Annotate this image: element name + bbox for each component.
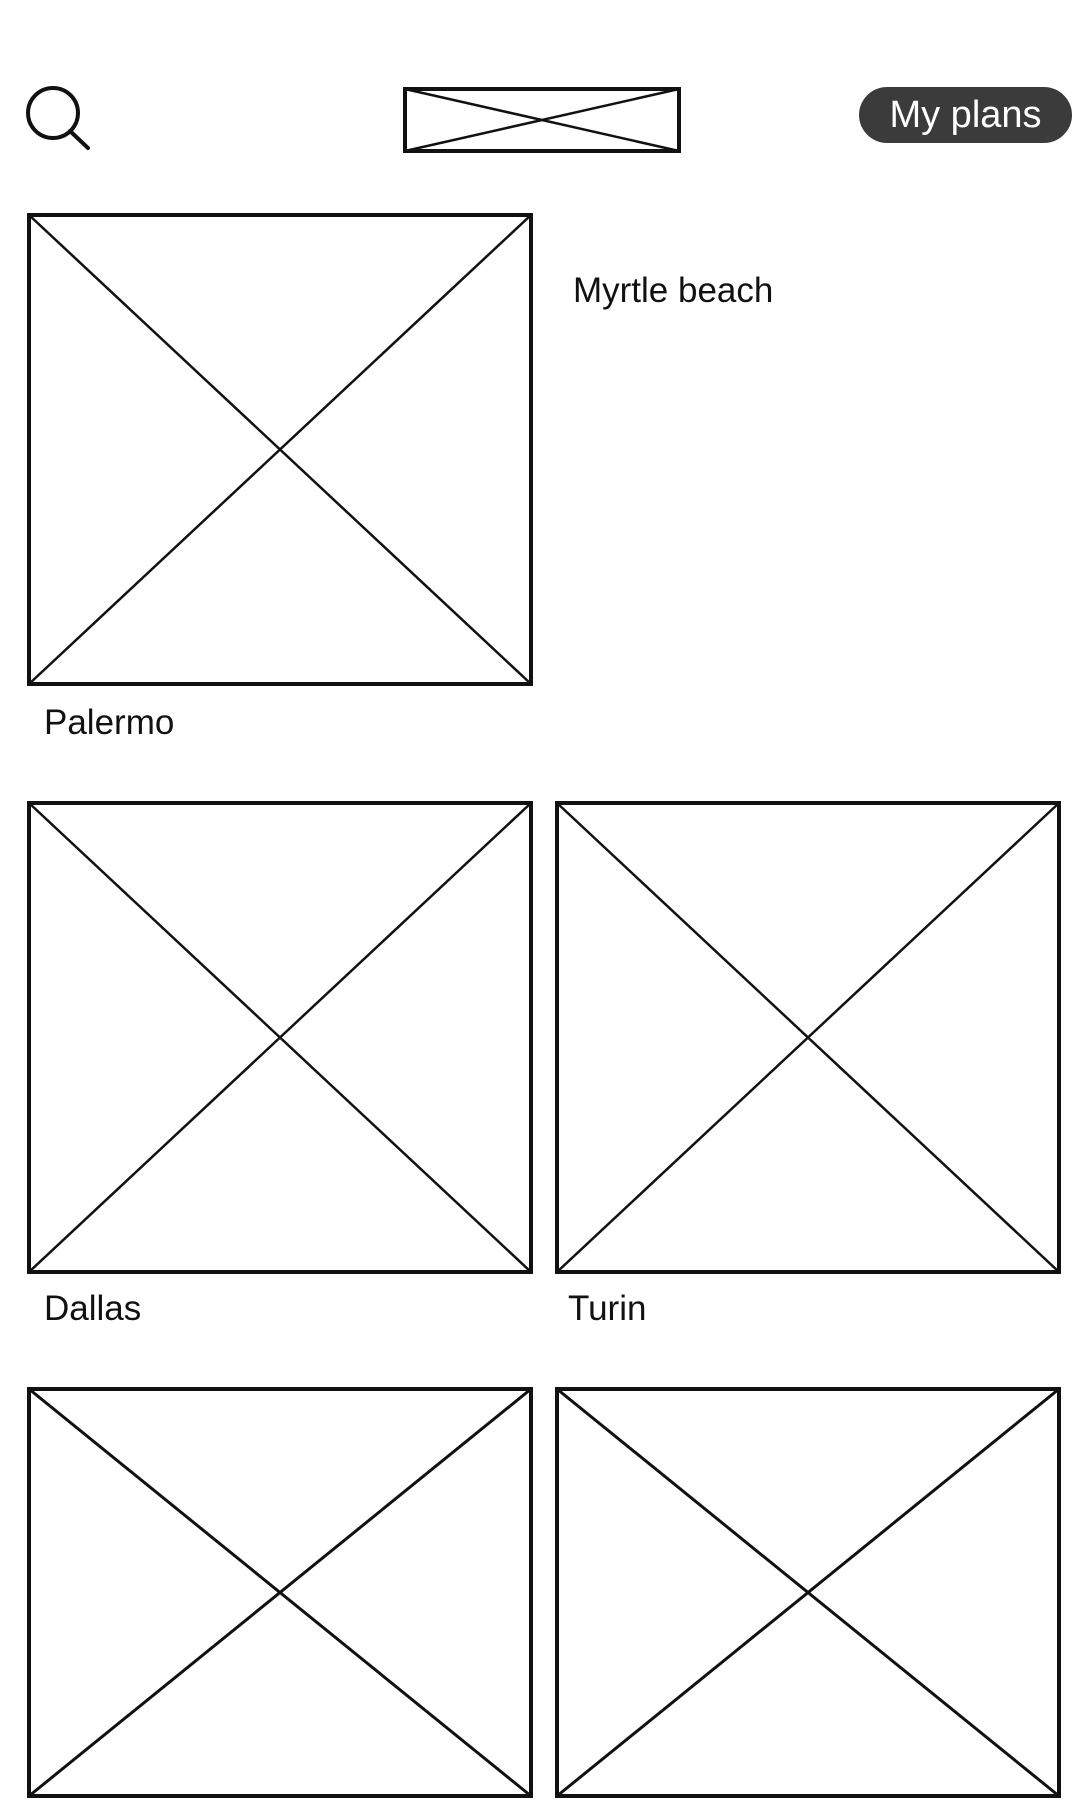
destination-card-turin[interactable] — [555, 801, 1061, 1274]
logo-placeholder — [403, 87, 681, 153]
destination-card-palermo[interactable] — [27, 213, 533, 686]
image-placeholder-icon — [27, 1387, 533, 1798]
featured-side-text[interactable]: Myrtle beach — [573, 271, 774, 310]
image-placeholder-icon — [27, 213, 533, 686]
search-button[interactable] — [22, 82, 94, 154]
destination-label-dallas: Dallas — [44, 1289, 142, 1328]
destination-label-palermo: Palermo — [44, 703, 175, 742]
destination-card-dallas[interactable] — [27, 801, 533, 1274]
search-icon — [26, 86, 90, 150]
destination-label-turin: Turin — [568, 1289, 647, 1328]
image-placeholder-icon — [403, 87, 681, 153]
my-plans-button[interactable]: My plans — [859, 87, 1072, 143]
destination-card[interactable] — [555, 1387, 1061, 1800]
image-placeholder-icon — [555, 801, 1061, 1274]
image-placeholder-icon — [27, 801, 533, 1274]
image-placeholder-icon — [555, 1387, 1061, 1798]
destination-card[interactable] — [27, 1387, 533, 1800]
